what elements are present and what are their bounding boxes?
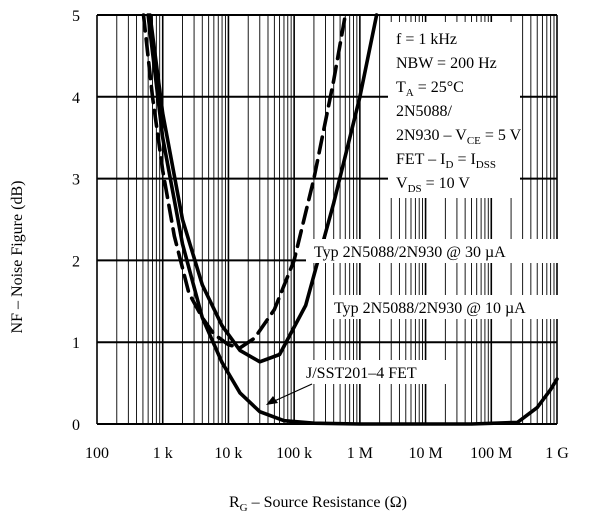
y-axis-label: NF – Noise Figure (dB)	[9, 181, 26, 334]
x-tick-label: 1 G	[545, 445, 569, 462]
x-tick-label: 10 M	[408, 445, 442, 462]
x-tick-label: 100 M	[470, 445, 512, 462]
y-tick-label: 1	[72, 335, 80, 352]
annotation-background	[306, 239, 564, 263]
x-tick-label: 1 k	[153, 445, 173, 462]
annotation-label: Typ 2N5088/2N930 @ 10 µA	[334, 300, 526, 317]
annotation-arrow-head	[266, 396, 278, 405]
x-tick-label: 100 k	[276, 445, 312, 462]
x-tick-label: 1 M	[347, 445, 373, 462]
y-tick-label: 4	[72, 90, 80, 107]
x-tick-label: 100	[85, 445, 109, 462]
annotation-label: Typ 2N5088/2N930 @ 30 µA	[314, 244, 506, 261]
y-tick-label: 3	[72, 172, 80, 189]
y-tick-label: 0	[72, 417, 80, 434]
series-line-2	[148, 13, 379, 364]
x-tick-label: 10 k	[214, 445, 242, 462]
series-line-3	[146, 13, 559, 426]
condition-text: 2N930 – VCE = 5 V	[396, 127, 522, 147]
series-group	[141, 13, 559, 426]
condition-text: VDS = 10 V	[396, 175, 470, 195]
annotation-background	[298, 360, 448, 384]
conditions-box: f = 1 kHz NBW = 200 Hz TA = 25°C 2N5088/2N9…	[388, 22, 522, 198]
tick-labels: 100 1 k 10 k 100 k 1 M 10 M 100 M 1 G 0 1 2 3 4 5	[72, 8, 569, 462]
conditions-background	[388, 22, 520, 198]
condition-text: f = 1 kHz	[396, 31, 457, 48]
annotation-label: J/SST201–4 FET	[306, 365, 417, 382]
annotations: Typ 2N5088/2N930 @ 30 µA Typ 2N5088/2N930…	[266, 239, 588, 405]
series-line-1	[141, 13, 348, 350]
y-tick-label: 2	[72, 253, 80, 270]
annotation-background	[326, 295, 588, 319]
condition-text: NBW = 200 Hz	[396, 55, 497, 72]
condition-text: 2N5088/	[396, 103, 453, 120]
annotation-arrow-line	[269, 383, 313, 404]
condition-text: FET – ID = IDSS	[396, 151, 496, 171]
y-tick-label: 5	[72, 8, 80, 25]
condition-text: TA = 25°C	[396, 79, 464, 99]
x-axis-label: RG – Source Resistance (Ω)	[229, 494, 407, 514]
